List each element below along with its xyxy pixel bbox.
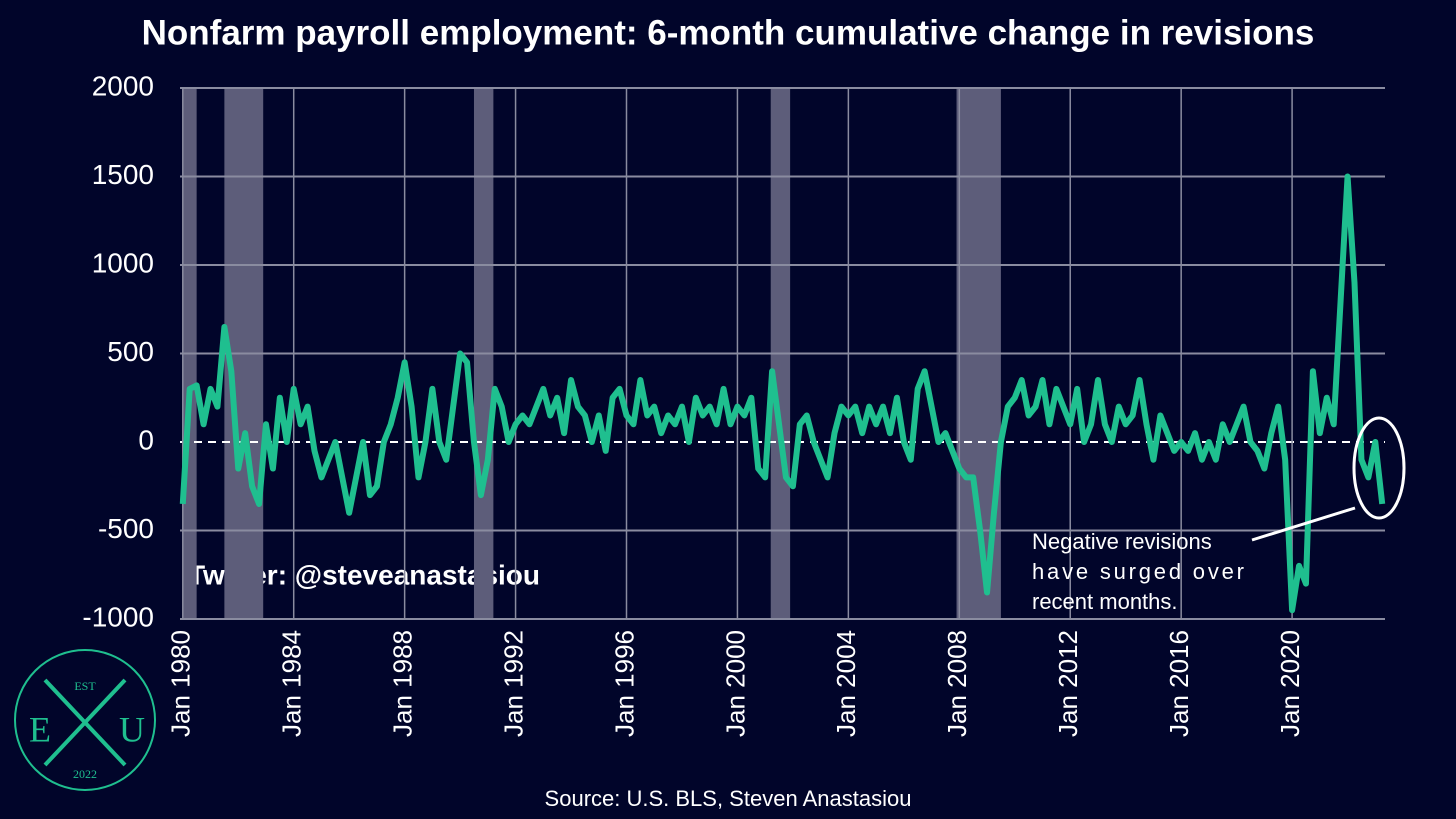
y-tick-label: -500: [98, 513, 154, 544]
annotation: Negative revisions: [1032, 529, 1212, 554]
x-tick-label: Jan 1984: [277, 630, 307, 737]
x-tick-label: Jan 1992: [498, 630, 528, 737]
x-tick-label: Jan 2004: [831, 630, 861, 737]
x-tick-label: Jan 2016: [1164, 630, 1194, 737]
annotation: have surged over: [1032, 559, 1244, 584]
annotation-arrow: [1251, 506, 1356, 542]
plot-area: -1000 -500 0 500 1000 1500 2000 Jan 1980 Jan 198…: [82, 70, 1386, 737]
logo-text: EST: [74, 679, 96, 693]
x-tick-label: Jan 2008: [942, 630, 972, 737]
y-tick-label: 1000: [92, 247, 154, 278]
annotation: recent months.: [1032, 589, 1178, 614]
y-tick-label: 500: [107, 336, 154, 367]
logo-ring: [14, 649, 156, 791]
y-tick-label: -1000: [82, 601, 154, 632]
logo-text: 2022: [73, 767, 97, 781]
logo: EST E U 2022: [14, 649, 156, 791]
y-tick-label: 0: [138, 424, 154, 455]
y-tick-label: 1500: [92, 159, 154, 190]
x-tick-label: Jan 2000: [720, 630, 750, 737]
logo-text: E: [29, 709, 51, 749]
x-tick-label: Jan 2020: [1275, 630, 1305, 737]
data-line: [179, 173, 1386, 614]
logo-text: U: [119, 709, 145, 749]
x-tick-label: Jan 1988: [388, 630, 418, 737]
x-tick-label: Jan 1980: [166, 630, 196, 737]
chart-title: Nonfarm payroll employment: 6-month cumu…: [142, 13, 1315, 52]
logo-stroke: [43, 678, 127, 767]
y-tick-label: 2000: [92, 70, 154, 101]
source: Source: U.S. BLS, Steven Anastasiou: [545, 786, 912, 811]
highlight-ellipse: [1352, 416, 1406, 520]
x-tick-label: Jan 1996: [609, 630, 639, 737]
x-tick-label: Jan 2012: [1053, 630, 1083, 737]
